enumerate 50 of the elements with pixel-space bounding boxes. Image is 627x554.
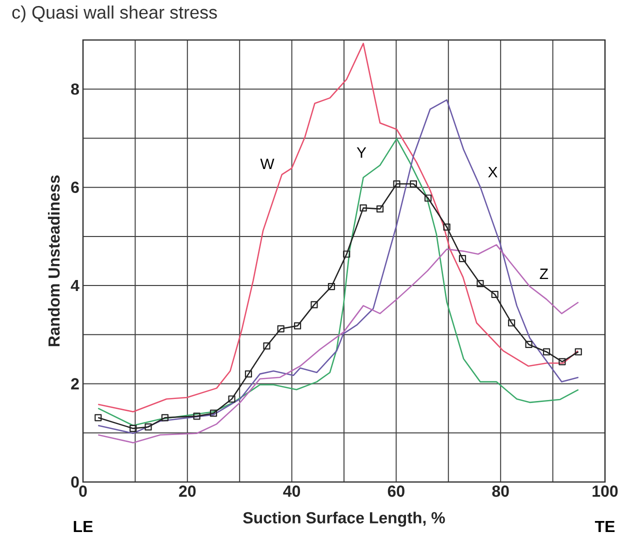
point	[228, 395, 236, 403]
x-tick-label: 60	[388, 486, 404, 497]
point	[244, 370, 252, 378]
x-tick-label: 0	[79, 486, 87, 497]
point	[161, 414, 169, 422]
point	[525, 340, 532, 348]
point	[574, 348, 582, 356]
x-tick-label: 100	[592, 486, 618, 497]
point	[263, 342, 270, 350]
point	[277, 325, 284, 332]
point	[193, 412, 200, 420]
point	[310, 301, 318, 308]
series-label: X	[488, 166, 498, 178]
point	[508, 319, 516, 326]
point	[491, 290, 498, 298]
y-tick-label: 8	[71, 83, 79, 95]
point	[294, 322, 302, 330]
y-tick-label: 4	[70, 280, 80, 292]
series-label: Y	[356, 147, 366, 158]
text: LE	[74, 520, 93, 532]
point	[542, 348, 550, 356]
point	[410, 180, 417, 188]
text: TE	[594, 520, 615, 532]
line-series	[97, 244, 580, 444]
x-axis-title: Suction Surface Length, %	[243, 512, 445, 527]
line-series	[97, 42, 579, 412]
y-axis-title: Random Unsteadiness	[48, 175, 60, 346]
series-label: Z	[540, 268, 548, 279]
point	[144, 423, 152, 431]
y-tick-label: 6	[71, 182, 79, 193]
chart-title: c) Quasi wall shear stress	[12, 6, 217, 22]
point	[130, 424, 137, 432]
y-tick-label: 0	[71, 476, 79, 488]
series-label: W	[260, 158, 274, 170]
y-tick-label: 2	[71, 378, 79, 390]
point	[424, 194, 432, 202]
point	[360, 204, 367, 212]
point	[376, 205, 384, 212]
point	[476, 280, 484, 288]
point	[210, 410, 218, 417]
point	[558, 358, 566, 366]
point	[94, 414, 102, 422]
point	[458, 254, 466, 262]
x-tick-label: 20	[179, 486, 196, 497]
point	[343, 250, 350, 258]
x-tick-label: 80	[492, 486, 509, 497]
point	[393, 180, 400, 188]
x-tick-label: 40	[283, 486, 300, 497]
point	[328, 282, 336, 290]
point	[443, 224, 450, 231]
